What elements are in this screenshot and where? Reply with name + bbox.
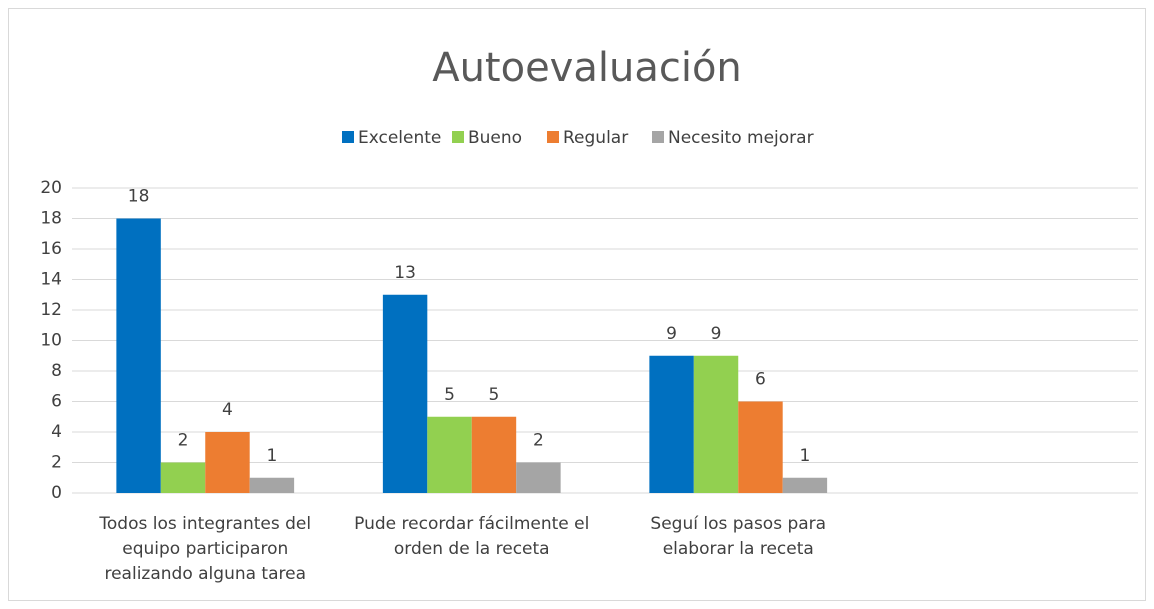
data-label: 6 [755, 370, 766, 390]
x-tick-label: Seguí los pasos para elaborar la receta [650, 514, 827, 559]
bar [427, 416, 472, 493]
data-label: 18 [128, 187, 150, 207]
legend-swatch [652, 131, 664, 143]
legend-swatch [547, 131, 559, 143]
data-label: 1 [266, 446, 277, 466]
bar [738, 401, 783, 493]
y-tick-label: 2 [51, 453, 62, 473]
x-tick-label: Todos los integrantes del equipo partici… [99, 514, 312, 584]
y-tick-label: 4 [51, 422, 62, 442]
bar [782, 477, 828, 493]
legend-label: Regular [563, 128, 628, 148]
data-label: 9 [666, 324, 677, 344]
legend-swatch [342, 131, 354, 143]
y-tick-label: 8 [51, 361, 62, 381]
data-label: 5 [489, 385, 500, 405]
bar [160, 462, 206, 493]
bar [693, 355, 739, 493]
chart-border [8, 8, 1146, 601]
bar [516, 462, 561, 493]
y-tick-label: 0 [51, 483, 62, 503]
y-tick-label: 6 [51, 392, 62, 412]
bar [116, 218, 161, 493]
legend-swatch [452, 131, 464, 143]
bar [471, 416, 517, 493]
bar [205, 432, 250, 493]
chart-title: Autoevaluación [432, 45, 742, 91]
y-tick-label: 12 [40, 300, 62, 320]
bar [249, 477, 295, 493]
data-label: 1 [799, 446, 810, 466]
legend-label: Bueno [468, 128, 522, 148]
data-label: 2 [178, 431, 189, 451]
y-tick-label: 16 [40, 239, 62, 259]
y-tick-label: 14 [40, 270, 62, 290]
bar [649, 355, 694, 493]
y-tick-label: 18 [40, 209, 62, 229]
y-tick-label: 20 [40, 178, 62, 198]
legend-label: Necesito mejorar [668, 128, 814, 148]
y-tick-label: 10 [40, 331, 62, 351]
data-label: 5 [444, 385, 455, 405]
x-tick-label: Pude recordar fácilmente el orden de la … [354, 514, 590, 559]
legend-label: Excelente [358, 128, 441, 148]
bar [382, 294, 428, 493]
data-label: 9 [711, 324, 722, 344]
data-label: 13 [394, 263, 416, 283]
data-label: 2 [533, 431, 544, 451]
data-label: 4 [222, 400, 233, 420]
